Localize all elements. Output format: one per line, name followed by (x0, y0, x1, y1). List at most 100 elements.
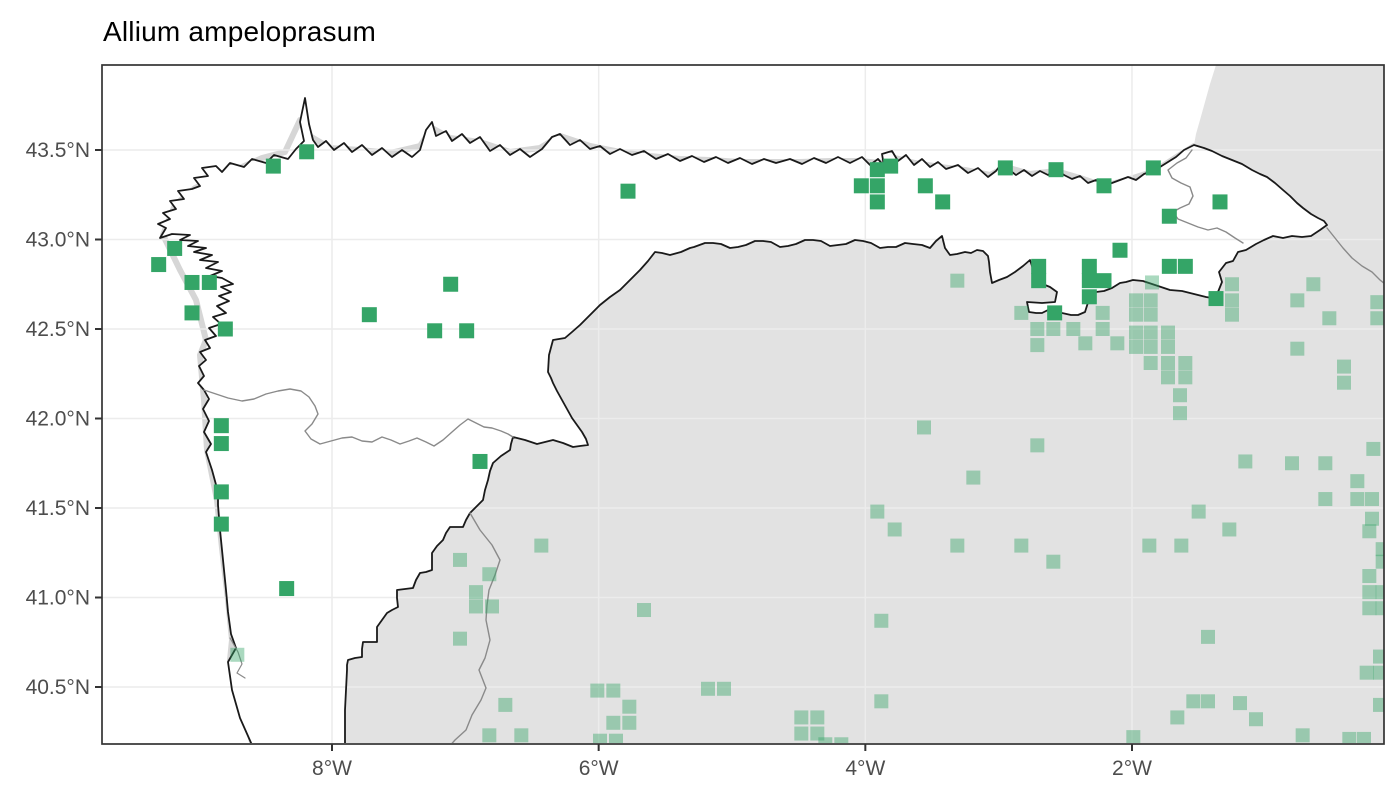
occurrence-point (299, 144, 315, 160)
occurrence-point (1095, 322, 1110, 336)
occurrence-point (874, 694, 889, 709)
occurrence-point (1306, 277, 1321, 292)
occurrence-point (1200, 629, 1215, 644)
occurrence-point (1370, 311, 1384, 326)
occurrence-point (1096, 273, 1112, 289)
occurrence-point (1238, 454, 1253, 469)
occurrence-point (1290, 293, 1305, 308)
y-tick-label: 43.5°N (26, 139, 90, 162)
occurrence-point (1295, 728, 1310, 743)
occurrence-point (1364, 492, 1379, 507)
occurrence-point (966, 470, 981, 485)
occurrence-point (498, 697, 513, 712)
occurrence-point (1126, 730, 1141, 743)
occurrence-point (887, 522, 902, 537)
border-basque (1167, 149, 1244, 244)
occurrence-point (1161, 258, 1177, 274)
occurrence-point (1178, 370, 1193, 385)
occurrence-point (1366, 441, 1381, 456)
occurrence-point (1110, 336, 1125, 351)
occurrence-point (1356, 731, 1371, 743)
plot-title: Allium ampeloprasum (103, 16, 377, 47)
occurrence-point (1112, 242, 1128, 258)
occurrence-point (213, 516, 229, 532)
occurrence-point (1370, 295, 1384, 310)
occurrence-point (514, 728, 529, 743)
occurrence-point (1145, 160, 1161, 176)
y-tick-label: 42.5°N (26, 318, 90, 341)
occurrence-point (1191, 504, 1206, 519)
occurrence-point (1174, 538, 1189, 553)
occurrence-point (620, 183, 636, 199)
y-tick-label: 40.5°N (26, 676, 90, 699)
occurrence-point (1178, 356, 1193, 371)
occurrence-point (1128, 325, 1143, 340)
gridlines (102, 65, 1384, 743)
y-tick-label: 41.0°N (26, 587, 90, 610)
x-tick-label: 8°W (312, 757, 352, 780)
occurrence-point (1364, 511, 1379, 526)
occurrence-point (622, 699, 637, 714)
occurrence-point (1375, 542, 1384, 557)
occurrence-point (167, 240, 183, 256)
occurrence-point (1362, 601, 1377, 616)
occurrence-point (794, 710, 809, 725)
occurrence-point (1375, 585, 1384, 600)
occurrence-point (1144, 275, 1159, 290)
occurrence-point (484, 599, 499, 614)
x-tick-label: 2°W (1112, 757, 1152, 780)
occurrence-point (1186, 694, 1201, 709)
y-tick-label: 42.0°N (26, 408, 90, 431)
occurrence-point (869, 194, 885, 210)
x-tick-label: 6°W (579, 757, 619, 780)
occurrence-point (606, 683, 621, 698)
occurrence-point (1095, 305, 1110, 320)
occurrence-point (608, 733, 623, 743)
occurrence-point (361, 307, 377, 323)
occurrence-point (1224, 293, 1239, 308)
occurrence-point (1336, 375, 1351, 390)
occurrence-point (950, 273, 965, 288)
occurrence-point (1350, 492, 1365, 507)
occurrence-point (472, 453, 488, 469)
occurrence-point (1322, 311, 1337, 326)
occurrence-point (810, 710, 825, 725)
occurrence-point (1342, 731, 1357, 743)
occurrence-point (459, 323, 475, 339)
occurrence-point (482, 567, 497, 582)
occurrence-point (606, 715, 621, 730)
occurrence-point (468, 599, 483, 614)
occurrence-point (230, 647, 245, 662)
occurrence-point (1014, 538, 1029, 553)
occurrence-point (1143, 339, 1158, 354)
occurrence-point (592, 733, 607, 743)
occurrence-point (1362, 569, 1377, 584)
occurrence-point (1160, 356, 1175, 371)
y-tick-label: 41.5°N (26, 497, 90, 520)
occurrence-point (1078, 336, 1093, 351)
occurrence-point (1046, 554, 1061, 569)
occurrence-point (1172, 388, 1187, 403)
occurrence-point (1318, 492, 1333, 507)
occurrence-point (217, 321, 233, 337)
occurrence-point (1212, 194, 1228, 210)
occurrence-point (883, 158, 899, 174)
occurrence-point (869, 178, 885, 194)
occurrence-point (151, 257, 167, 273)
occurrence-point (590, 683, 605, 698)
occurrence-point (279, 581, 295, 597)
y-tick-label: 43.0°N (26, 229, 90, 252)
occurrence-point (1031, 273, 1047, 289)
occurrence-point (1030, 338, 1045, 353)
occurrence-point (1030, 322, 1045, 336)
occurrence-point (1232, 696, 1247, 711)
border-navarra-east (1326, 227, 1384, 285)
occurrence-point (1336, 359, 1351, 374)
occurrence-point (1170, 710, 1185, 725)
occurrence-point (1350, 474, 1365, 489)
occurrence-point (184, 305, 200, 321)
occurrence-point (1177, 258, 1193, 274)
occurrence-point (201, 274, 217, 290)
